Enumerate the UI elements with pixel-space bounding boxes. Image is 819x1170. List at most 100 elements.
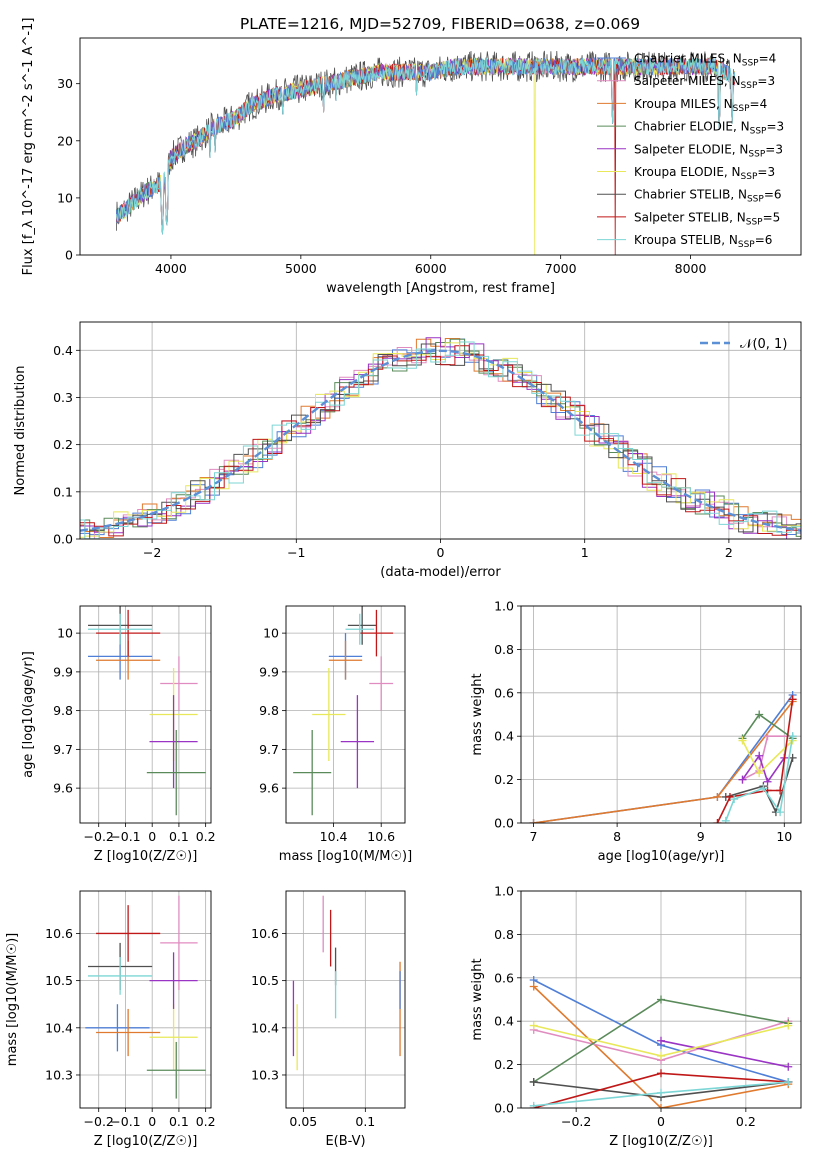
- weight-line-salpeter-miles: [742, 735, 793, 781]
- weight-marker-salpeter-stelib: [657, 1069, 665, 1078]
- age_weight-plot-area: [529, 690, 797, 823]
- x-tick-label: 8000: [675, 261, 707, 276]
- weight-line-kroupa-stelib: [725, 736, 794, 822]
- x-tick-label: 7: [530, 829, 538, 844]
- Z_mass-plot-area: [85, 895, 206, 1099]
- legend-label-kroupa-elodie: Kroupa ELODIE, NSSP=3: [634, 165, 775, 182]
- weight-marker-kroupa-miles: [713, 792, 722, 801]
- axes-frame: [285, 605, 406, 824]
- legend-label-salpeter-stelib: Salpeter STELIB, NSSP=5: [634, 210, 780, 227]
- x-tick-label: 10.4: [320, 829, 348, 844]
- y-tick-label: 10.3: [251, 1067, 279, 1082]
- y-tick-label: 9.7: [53, 742, 73, 757]
- axes-frame: [520, 890, 802, 1109]
- mass_age-axes: 10.4 10.6 9.6 9.7 9.8 9.9 10 mass [log10(M/M☉)]: [259, 605, 412, 864]
- residual_hist-plot-area: [80, 337, 801, 539]
- weight-marker-kroupa-elodie: [738, 736, 747, 745]
- weight-marker-kroupa-stelib: [730, 795, 739, 804]
- histogram-step-kroupa-miles: [80, 338, 801, 538]
- weight-marker-salpeter-miles: [763, 732, 772, 741]
- x-tick-label: 5000: [285, 261, 317, 276]
- y-tick-label: 10.5: [251, 973, 279, 988]
- x-tick-label: 0: [437, 545, 445, 560]
- legend-label-kroupa-stelib: Kroupa STELIB, NSSP=6: [634, 233, 772, 250]
- y-tick-label: 0.4: [53, 343, 73, 358]
- legend-label-chabrier-elodie: Chabrier ELODIE, NSSP=3: [634, 120, 784, 137]
- legend-label-salpeter-elodie: Salpeter ELODIE, NSSP=3: [634, 142, 783, 159]
- y-tick-label: 10.4: [251, 1020, 279, 1035]
- x-tick-label: 7000: [545, 261, 577, 276]
- y-tick-label: 0.2: [494, 1057, 514, 1072]
- x-axis-label: (data-model)/error: [380, 565, 501, 580]
- x-tick-label: 1: [581, 545, 589, 560]
- spectrum-line-kroupa-stelib: [116, 57, 736, 235]
- x-tick-label: −0.2: [84, 829, 114, 844]
- y-tick-label: 10: [57, 190, 73, 205]
- weight-marker-salpeter-elodie: [784, 1062, 793, 1071]
- residual_hist-axes: −2 −1 0 1 2 0.0 0.1 0.2 0.3 0.4 (data-model)/error…: [13, 321, 802, 580]
- axes-frame: [79, 605, 212, 824]
- y-tick-label: 0.1: [53, 484, 73, 499]
- x-tick-label: −0.1: [110, 829, 140, 844]
- y-tick-label: 0.4: [494, 729, 514, 744]
- legend-label-chabrier-miles: Chabrier MILES, NSSP=4: [634, 52, 776, 69]
- histogram-step-salpeter-stelib: [80, 345, 801, 539]
- y-tick-label: 10.6: [45, 926, 73, 941]
- weight-marker-kroupa-stelib: [657, 1088, 665, 1097]
- y-tick-label: 9.6: [259, 781, 279, 796]
- y-tick-label: 10.4: [45, 1020, 73, 1035]
- y-tick-label: 9.8: [53, 703, 73, 718]
- Z_mass-axes: −0.2−0.1 0 0.1 0.2 10.3 10.4 10.5 10.6 Z [log10(…: [5, 890, 216, 1149]
- y-tick-label: 0.2: [494, 772, 514, 787]
- y-tick-label: 9.6: [53, 781, 73, 796]
- y-axis-label: Normed distribution: [13, 366, 28, 496]
- x-tick-label: 0.1: [169, 1114, 189, 1129]
- x-tick-label: 4000: [155, 261, 187, 276]
- x-tick-label: −0.2: [561, 1114, 591, 1129]
- x-tick-label: 0: [148, 829, 156, 844]
- age_weight-axes: 7 8 9 10 0.0 0.2 0.4 0.6 0.8 1.0 age [log10(age/yr…: [470, 599, 802, 864]
- weight-line-chabrier-stelib: [725, 757, 794, 815]
- x-tick-label: 10.6: [367, 829, 395, 844]
- histogram-step-kroupa-stelib: [80, 341, 801, 539]
- weight-line-kroupa-miles: [533, 985, 789, 1108]
- axes-frame: [79, 321, 802, 540]
- Z_weight-axes: −0.2 0 0.2 0.0 0.2 0.4 0.6 0.8 1.0 Z [log10(Z/Z☉)…: [470, 884, 802, 1149]
- weight-marker-kroupa-elodie: [529, 1021, 538, 1030]
- weight-marker-kroupa-stelib: [784, 1077, 793, 1086]
- weight-marker-kroupa-miles: [529, 819, 538, 823]
- ebv_mass-axes: 0.05 0.1 10.3 10.4 10.5 10.6 E(B-V): [251, 890, 406, 1149]
- weight-marker-kroupa-stelib: [529, 1101, 538, 1108]
- y-tick-label: 0.0: [494, 816, 514, 831]
- weight-marker-kroupa-elodie: [755, 769, 764, 778]
- x-axis-label: mass [log10(M/M☉)]: [279, 849, 412, 864]
- x-tick-label: −1: [287, 545, 305, 560]
- x-axis-label: Z [log10(Z/Z☉)]: [609, 1134, 713, 1149]
- weight-line-salpeter-elodie: [660, 1039, 789, 1068]
- y-axis-label: mass [log10(M/M☉)]: [5, 933, 20, 1066]
- weight-line-chabrier-miles: [533, 694, 794, 823]
- y-tick-label: 20: [57, 133, 73, 148]
- x-axis-label: wavelength [Angstrom, rest frame]: [326, 281, 555, 296]
- weight-marker-salpeter-stelib: [713, 819, 722, 823]
- y-axis-label: mass weight: [470, 673, 485, 755]
- weight-marker-salpeter-stelib: [725, 792, 734, 801]
- Z_age-plot-area: [88, 606, 206, 816]
- legend-label-salpeter-miles: Salpeter MILES, NSSP=3: [634, 74, 775, 91]
- y-tick-label: 10.3: [45, 1067, 73, 1082]
- x-tick-label: 0.2: [736, 1114, 756, 1129]
- x-tick-label: 0: [148, 1114, 156, 1129]
- weight-marker-chabrier-elodie: [755, 710, 764, 719]
- weight-marker-kroupa-stelib: [788, 732, 797, 741]
- weight-marker-kroupa-elodie: [657, 1051, 665, 1060]
- weight-marker-kroupa-stelib: [721, 816, 730, 823]
- weight-marker-chabrier-elodie: [657, 995, 665, 1004]
- y-tick-label: 0.8: [494, 642, 514, 657]
- y-tick-label: 0.6: [494, 970, 514, 985]
- y-tick-label: 30: [57, 76, 73, 91]
- legend-label-gaussian: 𝒩(0, 1): [740, 337, 787, 352]
- x-tick-label: 6000: [415, 261, 447, 276]
- axes-frame: [520, 605, 802, 824]
- mass_age-plot-area: [293, 606, 394, 816]
- weight-marker-salpeter-stelib: [776, 786, 785, 795]
